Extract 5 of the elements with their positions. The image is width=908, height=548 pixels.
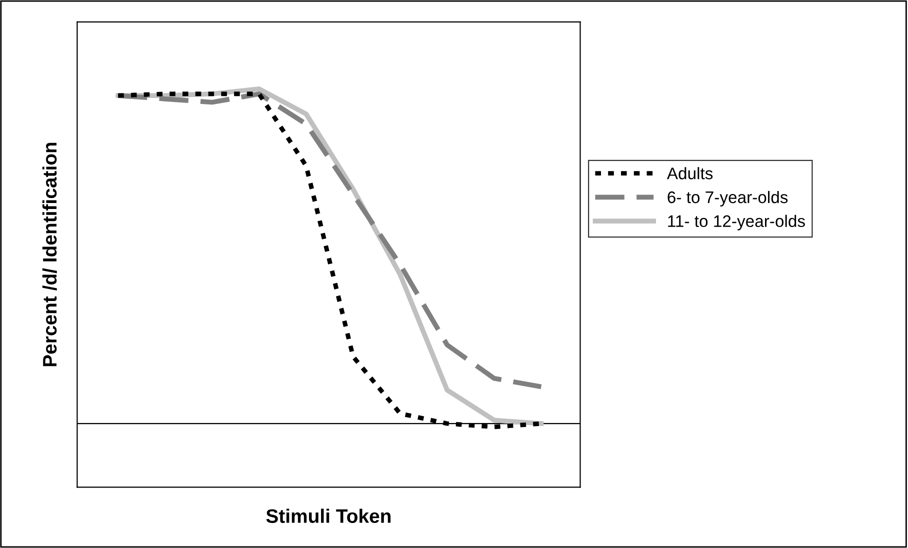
legend-label: 11- to 12-year-olds [668,214,805,230]
legend-label: 6- to 7-year-olds [668,190,788,206]
y-axis-title: Percent /d/ Identification [42,142,57,366]
legend-label: Adults [666,167,713,180]
x-axis-title: Stimuli Token [266,508,391,523]
